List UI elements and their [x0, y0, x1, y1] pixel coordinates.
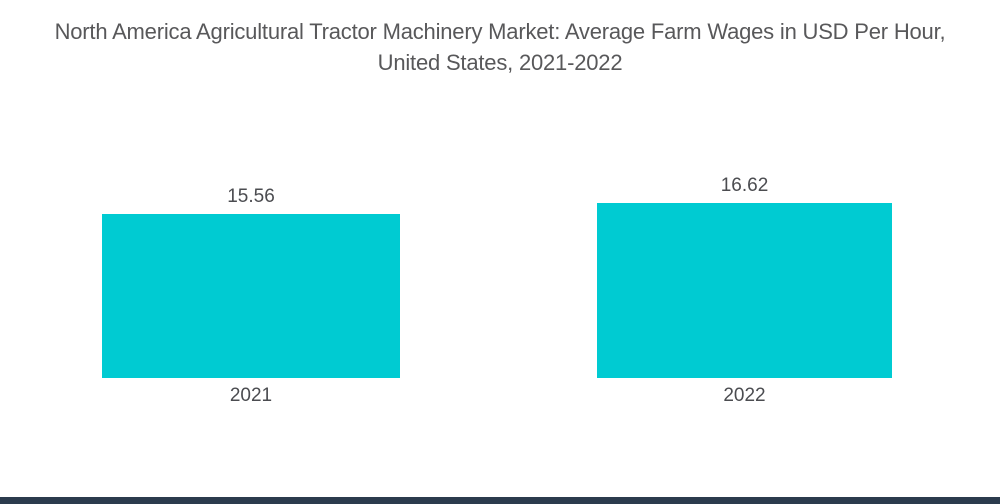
bar-value-label-2022: 16.62	[720, 175, 769, 196]
bar-value-label-2021: 15.56	[227, 186, 275, 207]
x-axis-label-2022: 2022	[723, 385, 766, 406]
bar-chart: 15.56 16.62 2021 2022	[102, 0, 892, 406]
chart-title-line-1: North America Agricultural Tractor Machi…	[54, 19, 946, 44]
bar-2021	[102, 214, 400, 378]
x-axis-label-2021: 2021	[229, 385, 273, 406]
chart-title: North America Agricultural Tractor Machi…	[0, 16, 1000, 78]
bar-2022	[597, 203, 892, 378]
footer-accent-bar	[0, 497, 1000, 504]
bar-group-2022: 16.62	[597, 0, 892, 378]
bar-group-2021: 15.56	[102, 0, 400, 378]
chart-title-line-2: United States, 2021-2022	[377, 50, 623, 75]
